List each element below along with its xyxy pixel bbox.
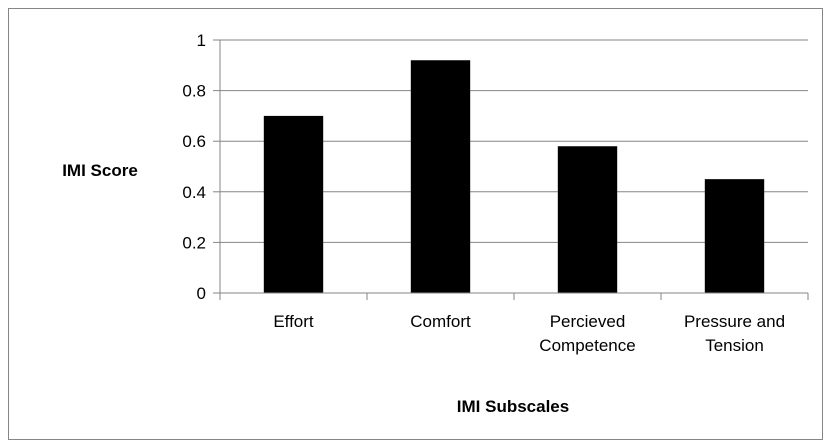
tick-labels: 0 0.2 0.4 0.6 0.8 1 Effort Comfort Percieved Comp… bbox=[182, 31, 785, 355]
x-tick-label: Pressure and Tension bbox=[684, 312, 785, 355]
x-tick-label: Effort bbox=[273, 312, 314, 331]
y-tick-label: 0.2 bbox=[182, 233, 206, 252]
bar bbox=[263, 115, 324, 294]
bar bbox=[557, 146, 618, 293]
y-tick-label: 0.8 bbox=[182, 82, 206, 101]
y-tick-label: 1 bbox=[197, 31, 206, 50]
y-axis-title: IMI Score bbox=[62, 161, 138, 180]
y-tick-label: 0.4 bbox=[182, 183, 206, 202]
axes bbox=[213, 39, 809, 300]
x-tick-label: Percieved Competence bbox=[539, 312, 635, 355]
x-axis-title: IMI Subscales bbox=[457, 397, 569, 416]
y-tick-label: 0.6 bbox=[182, 132, 206, 151]
bar bbox=[410, 60, 471, 293]
bar bbox=[704, 179, 765, 293]
y-tick-label: 0 bbox=[197, 284, 206, 303]
bars bbox=[263, 60, 765, 294]
x-tick-label: Comfort bbox=[410, 312, 471, 331]
